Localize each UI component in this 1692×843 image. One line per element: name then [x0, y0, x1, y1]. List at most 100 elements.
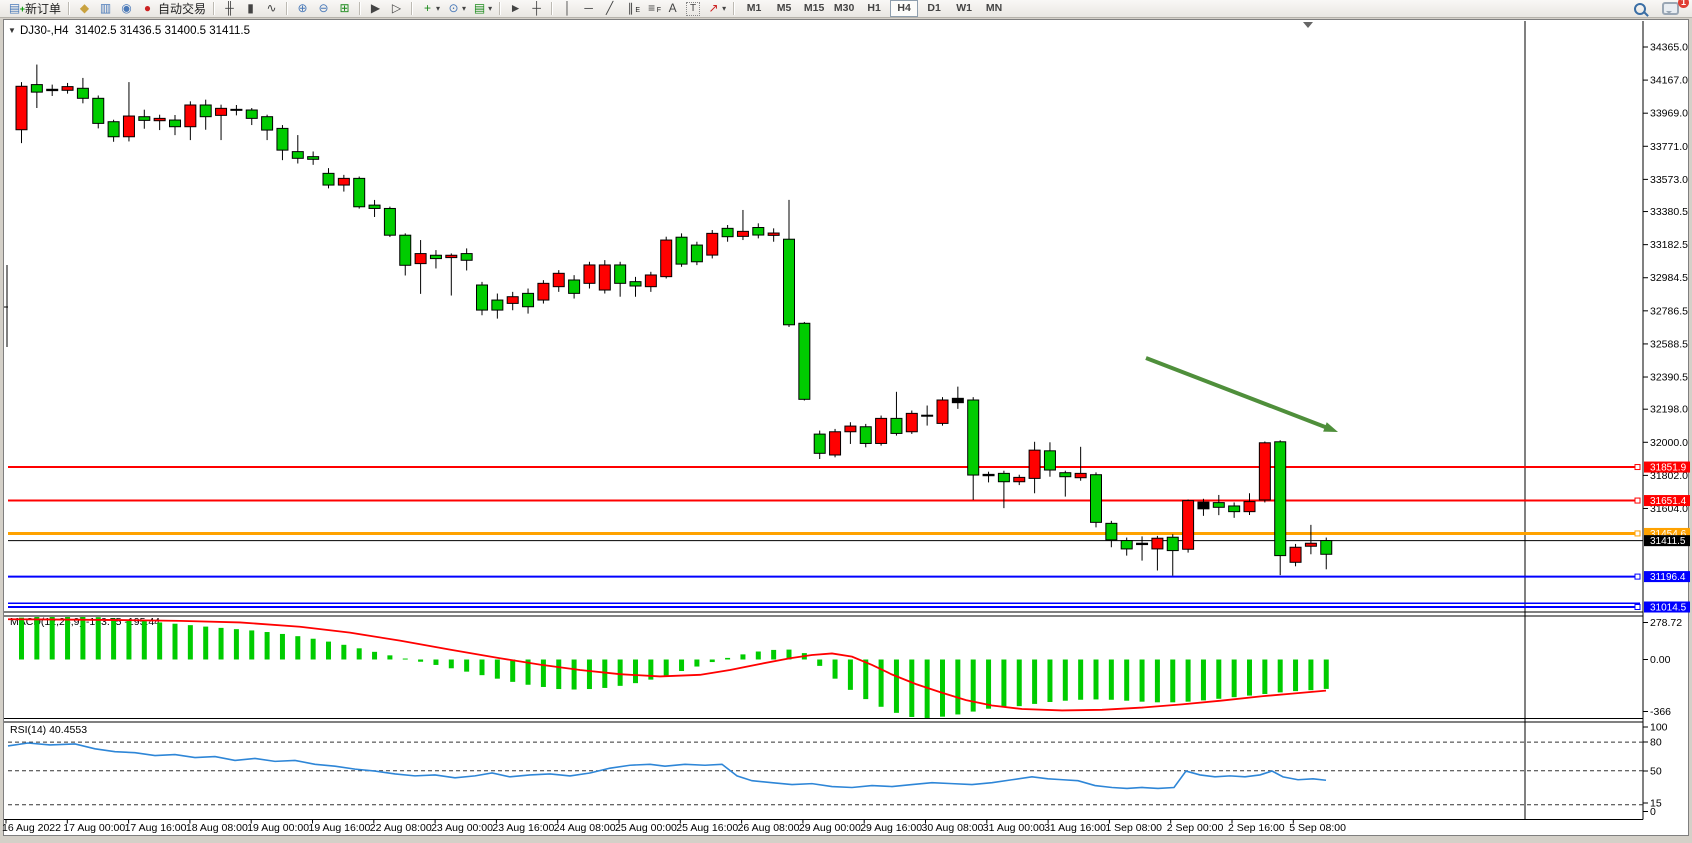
macd-histogram-bar: [771, 649, 777, 660]
price-label-text: 31851.9: [1650, 463, 1687, 474]
search-button[interactable]: [1631, 1, 1659, 17]
candle-body: [982, 473, 995, 477]
line-chart-button[interactable]: ∿: [261, 1, 282, 17]
styles-button[interactable]: ◆: [74, 1, 95, 17]
price-tick-label: 31802.0: [1650, 470, 1688, 482]
cursor-button[interactable]: ►: [505, 1, 526, 17]
timeframe-button-w1[interactable]: W1: [956, 2, 972, 14]
timeframe-button-h4[interactable]: H4: [890, 0, 919, 17]
horizontal-line-button[interactable]: ─: [578, 1, 599, 17]
auto-scroll-button[interactable]: ▶: [365, 1, 386, 17]
candle-body: [1243, 501, 1256, 513]
macd-histogram-bar: [218, 627, 224, 660]
indicators-button[interactable]: + ▾: [417, 1, 443, 17]
candle-body: [215, 107, 228, 116]
timeframe-button-m15[interactable]: M15: [803, 2, 825, 14]
bid-label-text: 31411.5: [1650, 536, 1686, 547]
macd-histogram-bar: [49, 617, 55, 660]
price-label-text: 31454.6: [1650, 529, 1687, 540]
chevron-down-icon[interactable]: ▾: [722, 4, 727, 13]
macd-histogram-bar: [387, 655, 393, 660]
candle-body: [675, 236, 688, 265]
candle-body: [614, 264, 627, 284]
signal-icon: ◉: [121, 1, 132, 15]
macd-histogram-bar: [817, 659, 823, 666]
timeframe-button-m1[interactable]: M1: [746, 2, 762, 14]
tile-windows-button[interactable]: ⊞: [334, 1, 355, 17]
crosshair-button[interactable]: ┼: [526, 1, 547, 17]
candle-body: [1274, 441, 1287, 557]
macd-histogram-bar: [878, 659, 884, 707]
line-end-marker: [1634, 530, 1641, 537]
candle-body: [322, 172, 335, 186]
candle-body: [1151, 537, 1164, 550]
timeframe-button-d1[interactable]: D1: [927, 2, 941, 14]
candle-body: [138, 116, 151, 121]
text-label-icon: T: [686, 2, 701, 16]
timeframe-button-mn[interactable]: MN: [985, 2, 1003, 14]
macd-histogram-bar: [464, 659, 470, 672]
label-button[interactable]: T: [683, 1, 703, 17]
price-label-box: [1644, 495, 1690, 507]
chevron-down-icon[interactable]: ▾: [462, 4, 467, 13]
price-tick-label: 32786.5: [1650, 305, 1688, 317]
profiles-button[interactable]: ▥: [95, 1, 116, 17]
macd-scale-label: -366: [1650, 706, 1671, 718]
macd-histogram-bar: [1216, 659, 1222, 699]
candle-body: [736, 230, 749, 237]
zoom-out-icon: ⊖: [318, 1, 329, 15]
candle-body: [399, 234, 412, 266]
auto-trading-button[interactable]: ● 自动交易: [137, 1, 209, 17]
candle-body: [1105, 522, 1118, 541]
macd-histogram-bar: [1185, 659, 1191, 702]
vertical-line-button[interactable]: │: [557, 1, 578, 17]
bar-chart-button[interactable]: ╫: [219, 1, 240, 17]
time-axis-label: 25 Aug 16:00: [676, 822, 738, 834]
time-axis-label: 26 Aug 08:00: [738, 822, 800, 834]
candle-body: [890, 417, 903, 434]
fibonacci-button[interactable]: ≡ F: [641, 1, 662, 17]
candle-body: [429, 254, 442, 260]
macd-histogram-bar: [203, 626, 209, 660]
auto-trading-icon: ●: [143, 1, 152, 15]
chart-canvas[interactable]: 34365.0 34167.0 33969.0 33771.0 33573.0 33380…: [0, 17, 1692, 843]
templates-button[interactable]: ▤ ▾: [469, 1, 495, 17]
new-order-button[interactable]: ▤ + 新订单: [4, 1, 64, 17]
zoom-in-button[interactable]: ⊕: [292, 1, 313, 17]
macd-histogram-bar: [510, 659, 516, 682]
notifications-button[interactable]: 1: [1659, 0, 1689, 17]
macd-scale-label: 278.72: [1650, 617, 1682, 629]
macd-histogram-bar: [832, 659, 838, 679]
candle-body: [1182, 500, 1195, 550]
profiles-icon: ▥: [99, 1, 112, 15]
macd-histogram-bar: [571, 659, 577, 690]
candle-body: [629, 281, 642, 287]
candlestick-chart-button[interactable]: ▮: [240, 1, 261, 17]
macd-histogram-bar: [494, 659, 500, 679]
zoom-out-button[interactable]: ⊖: [313, 1, 334, 17]
chevron-down-icon[interactable]: ▾: [488, 4, 493, 13]
chevron-down-icon[interactable]: ▾: [436, 4, 441, 13]
timeframe-button-h1[interactable]: H1: [867, 2, 881, 14]
periods-button[interactable]: ⊙ ▾: [443, 1, 469, 17]
chart-shift-button[interactable]: ▷: [386, 1, 407, 17]
candle-body: [905, 412, 918, 433]
signals-button[interactable]: ◉: [116, 1, 137, 17]
candle-body: [921, 414, 934, 417]
channel-button[interactable]: ∥ E: [620, 1, 641, 17]
price-tick-label: 34365.0: [1650, 42, 1688, 54]
tile-windows-icon: ⊞: [339, 1, 350, 15]
candle-body: [245, 109, 258, 119]
macd-histogram-bar: [1093, 659, 1099, 700]
candle-body: [752, 227, 765, 236]
candle-body: [1212, 502, 1225, 508]
text-button[interactable]: A: [662, 1, 683, 17]
time-axis-label: 2 Sep 00:00: [1167, 822, 1224, 834]
fibonacci-icon: ≡ F: [648, 1, 662, 15]
timeframe-button-m30[interactable]: M30: [833, 2, 855, 14]
macd-histogram-bar: [679, 659, 685, 672]
one-click-trading-toggle-icon[interactable]: ▼: [8, 26, 16, 35]
timeframe-button-m5[interactable]: M5: [776, 2, 792, 14]
trendline-button[interactable]: ╱: [599, 1, 620, 17]
arrows-button[interactable]: ↗ ▾: [703, 1, 729, 17]
